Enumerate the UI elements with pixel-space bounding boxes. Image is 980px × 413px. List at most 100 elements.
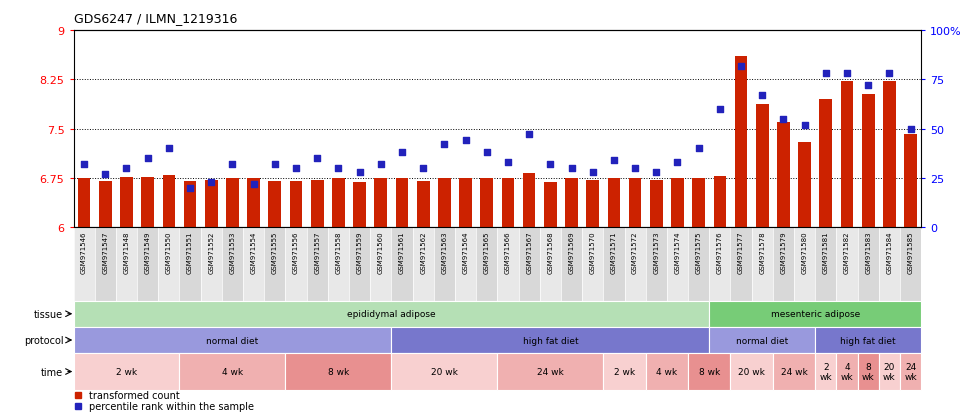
Text: GSM971555: GSM971555 xyxy=(271,231,277,273)
Text: transformed count: transformed count xyxy=(89,390,179,400)
Text: GSM971584: GSM971584 xyxy=(887,231,893,273)
Bar xyxy=(121,178,133,228)
Bar xyxy=(879,353,900,390)
Bar xyxy=(95,228,116,301)
Point xyxy=(755,93,770,99)
Bar xyxy=(349,228,370,301)
Point xyxy=(543,161,559,168)
Point xyxy=(119,165,134,172)
Bar xyxy=(858,353,879,390)
Text: GSM971566: GSM971566 xyxy=(505,231,511,274)
Text: GSM971570: GSM971570 xyxy=(590,231,596,274)
Bar xyxy=(604,228,624,301)
Bar xyxy=(74,301,710,327)
Bar xyxy=(858,228,879,301)
Point xyxy=(649,169,664,176)
Point xyxy=(839,71,855,78)
Text: GSM971582: GSM971582 xyxy=(844,231,850,273)
Point xyxy=(564,165,579,172)
Bar xyxy=(265,228,285,301)
Text: GSM971554: GSM971554 xyxy=(251,231,257,273)
Bar xyxy=(688,353,730,390)
Point xyxy=(288,165,304,172)
Bar xyxy=(861,95,874,228)
Point xyxy=(903,126,918,133)
Text: normal diet: normal diet xyxy=(736,336,788,345)
Text: GSM971563: GSM971563 xyxy=(441,231,447,274)
Bar xyxy=(243,228,265,301)
Bar xyxy=(413,228,434,301)
Bar xyxy=(74,353,179,390)
Text: GSM971571: GSM971571 xyxy=(611,231,616,274)
Bar xyxy=(396,178,409,228)
Bar xyxy=(815,228,837,301)
Bar xyxy=(285,228,307,301)
Bar xyxy=(710,327,815,353)
Bar xyxy=(327,228,349,301)
Text: 8
wk: 8 wk xyxy=(861,362,874,381)
Text: mesenteric adipose: mesenteric adipose xyxy=(770,309,859,318)
Bar xyxy=(836,228,858,301)
Text: GSM971564: GSM971564 xyxy=(463,231,468,273)
Text: GSM971553: GSM971553 xyxy=(229,231,235,273)
Text: GSM971556: GSM971556 xyxy=(293,231,299,273)
Point xyxy=(860,83,876,89)
Bar xyxy=(179,228,201,301)
Text: GSM971546: GSM971546 xyxy=(81,231,87,273)
Text: GSM971548: GSM971548 xyxy=(123,231,129,273)
Text: high fat diet: high fat diet xyxy=(841,336,896,345)
Bar xyxy=(819,100,832,228)
Text: GSM971562: GSM971562 xyxy=(420,231,426,273)
Bar xyxy=(158,228,179,301)
Text: GSM971551: GSM971551 xyxy=(187,231,193,273)
Bar xyxy=(582,228,604,301)
Bar xyxy=(710,228,730,301)
Text: GSM971550: GSM971550 xyxy=(166,231,171,273)
Bar xyxy=(794,228,815,301)
Text: 4 wk: 4 wk xyxy=(221,367,243,376)
Bar xyxy=(900,228,921,301)
Point xyxy=(712,106,728,113)
Bar xyxy=(540,228,561,301)
Point xyxy=(818,71,834,78)
Text: GSM971557: GSM971557 xyxy=(315,231,320,273)
Bar xyxy=(666,228,688,301)
Point xyxy=(161,146,176,152)
Point xyxy=(882,71,898,78)
Text: 20
wk: 20 wk xyxy=(883,362,896,381)
Point xyxy=(521,132,537,138)
Bar xyxy=(201,228,221,301)
Text: GSM971583: GSM971583 xyxy=(865,231,871,274)
Text: normal diet: normal diet xyxy=(207,336,259,345)
Bar xyxy=(608,178,620,228)
Bar xyxy=(434,228,455,301)
Bar xyxy=(183,182,196,228)
Point xyxy=(182,185,198,192)
Point xyxy=(267,161,282,168)
Bar xyxy=(773,353,815,390)
Bar xyxy=(799,142,811,228)
Text: GSM971549: GSM971549 xyxy=(145,231,151,273)
Bar xyxy=(815,353,837,390)
Text: GDS6247 / ILMN_1219316: GDS6247 / ILMN_1219316 xyxy=(74,12,237,25)
Bar xyxy=(247,178,260,228)
Point xyxy=(97,171,113,178)
Bar xyxy=(74,228,95,301)
Bar xyxy=(752,228,773,301)
Bar xyxy=(141,178,154,228)
Text: GSM971559: GSM971559 xyxy=(357,231,363,273)
Text: GSM971558: GSM971558 xyxy=(335,231,341,273)
Bar xyxy=(604,353,646,390)
Point xyxy=(479,150,495,156)
Bar xyxy=(522,173,535,228)
Bar xyxy=(221,228,243,301)
Text: GSM971560: GSM971560 xyxy=(378,231,384,274)
Text: percentile rank within the sample: percentile rank within the sample xyxy=(89,401,254,411)
Text: time: time xyxy=(41,367,64,377)
Bar xyxy=(416,182,429,228)
Point xyxy=(627,165,643,172)
Bar xyxy=(226,178,239,228)
Bar xyxy=(900,353,921,390)
Text: GSM971574: GSM971574 xyxy=(674,231,680,273)
Point xyxy=(373,161,389,168)
